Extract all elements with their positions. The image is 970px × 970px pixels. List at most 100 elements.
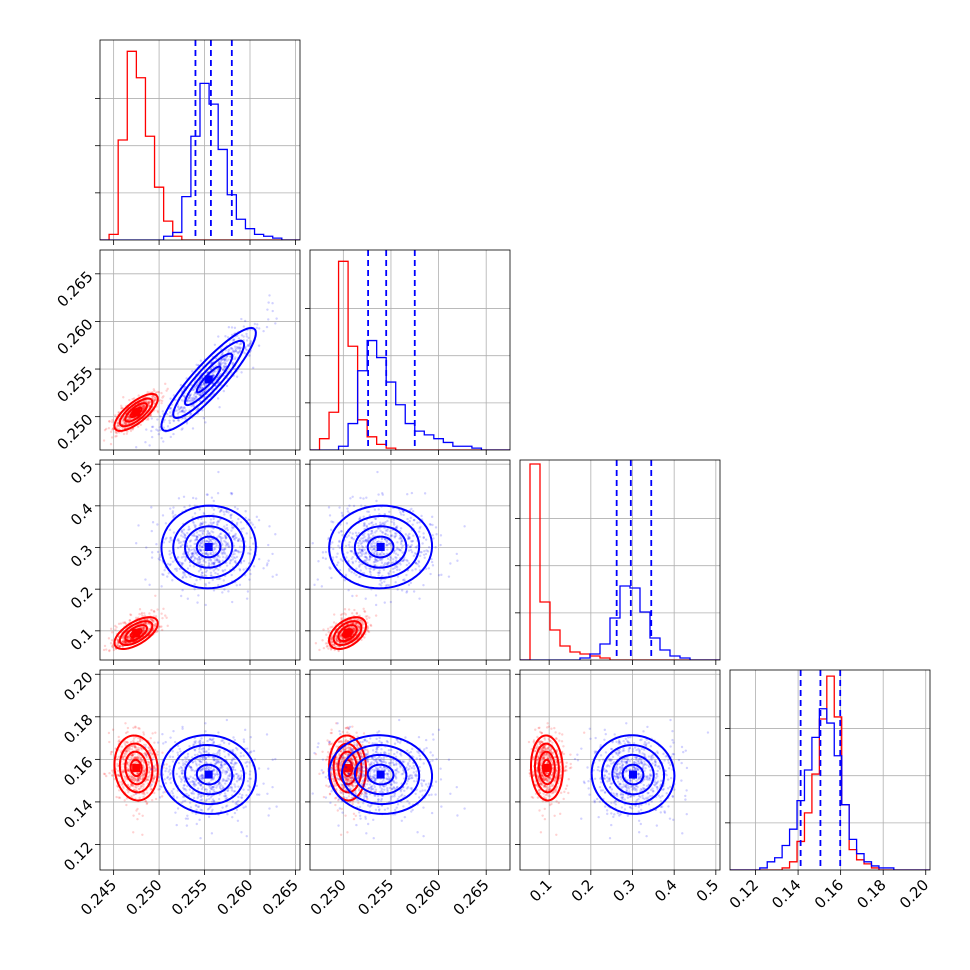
scatter-point-blue: [358, 518, 361, 521]
scatter-point-blue: [356, 552, 360, 555]
density-peak-red: [132, 408, 141, 417]
scatter-point-blue: [425, 549, 428, 552]
scatter-point-red: [347, 608, 351, 611]
scatter-point-red: [354, 622, 358, 625]
scatter-point-blue: [251, 523, 255, 526]
contour-red: [332, 620, 363, 647]
scatter-point-red: [132, 831, 135, 834]
scatter-point-red: [145, 778, 148, 781]
scatter-point-red: [337, 649, 340, 653]
scatter-point-blue: [370, 521, 374, 524]
scatter-point-blue: [422, 536, 425, 539]
scatter-point-blue: [229, 513, 232, 517]
scatter-point-red: [108, 649, 111, 653]
scatter-point-red: [126, 636, 130, 640]
scatter-point-blue: [210, 388, 214, 392]
scatter-point-blue: [185, 575, 188, 579]
scatter-point-blue: [348, 545, 351, 549]
scatter-point-blue: [376, 540, 379, 544]
scatter-point-blue: [213, 547, 217, 551]
scatter-point-blue: [373, 508, 377, 511]
scatter-point-blue: [403, 558, 406, 562]
scatter-point-blue: [361, 539, 365, 543]
contour-red: [113, 616, 159, 651]
scatter-point-blue: [187, 547, 191, 551]
scatter-point-blue: [347, 589, 350, 592]
scatter-point-red: [122, 419, 125, 422]
scatter-point-blue: [248, 545, 252, 549]
scatter-point-blue: [234, 347, 237, 351]
scatter-point-blue: [406, 534, 410, 537]
scatter-point-blue: [384, 538, 387, 541]
scatter-point-red: [134, 746, 137, 749]
scatter-point-blue: [192, 388, 195, 392]
scatter-point-blue: [169, 406, 172, 410]
scatter-point-blue: [359, 551, 362, 555]
scatter-point-blue: [225, 359, 229, 363]
scatter-point-blue: [188, 394, 192, 398]
scatter-point-blue: [302, 524, 304, 526]
scatter-point-red: [333, 613, 336, 616]
scatter-point-red: [138, 740, 142, 743]
scatter-point-blue: [313, 583, 316, 587]
scatter-point-red: [132, 776, 135, 780]
scatter-point-red: [125, 641, 129, 644]
scatter-point-blue: [180, 399, 184, 402]
scatter-point-blue: [180, 529, 184, 532]
scatter-point-blue: [234, 532, 237, 536]
scatter-point-red: [354, 622, 357, 625]
scatter-point-blue: [196, 535, 199, 539]
scatter-point-blue: [247, 336, 250, 340]
scatter-point-blue: [180, 534, 183, 537]
scatter-point-red: [119, 750, 123, 753]
scatter-point-blue: [421, 542, 424, 545]
scatter-point-red: [125, 797, 129, 800]
scatter-point-blue: [379, 529, 382, 533]
scatter-point-red: [128, 417, 131, 420]
scatter-point-blue: [224, 536, 227, 539]
scatter-point-blue: [192, 521, 195, 525]
scatter-point-blue: [331, 541, 334, 544]
scatter-point-blue: [179, 383, 183, 387]
scatter-point-blue: [200, 557, 204, 560]
scatter-point-blue: [391, 567, 395, 571]
scatter-point-blue: [355, 573, 358, 577]
contour-blue: [184, 525, 234, 569]
scatter-point-blue: [217, 519, 220, 523]
scatter-point-red: [129, 613, 133, 617]
scatter-point-red: [150, 619, 154, 622]
scatter-point-blue: [372, 523, 375, 527]
scatter-point-red: [116, 421, 119, 425]
scatter-point-red: [329, 640, 333, 643]
scatter-point-red: [131, 397, 134, 401]
scatter-point-red: [144, 799, 147, 803]
scatter-point-blue: [228, 348, 231, 351]
scatter-point-blue: [195, 578, 198, 582]
scatter-point-red: [121, 419, 125, 422]
scatter-point-blue: [205, 539, 208, 543]
scatter-point-blue: [406, 544, 410, 547]
scatter-point-blue: [199, 548, 203, 552]
scatter-point-blue: [176, 539, 179, 542]
scatter-point-blue: [395, 526, 398, 529]
scatter-point-blue: [178, 410, 181, 414]
scatter-point-blue: [202, 559, 205, 563]
scatter-point-red: [109, 752, 113, 756]
scatter-point-blue: [384, 520, 387, 524]
scatter-point-blue: [199, 386, 202, 389]
scatter-point-blue: [242, 335, 245, 338]
scatter-point-red: [374, 614, 378, 617]
scatter-point-blue: [360, 548, 363, 552]
scatter-point-blue: [380, 537, 384, 540]
scatter-point-red: [153, 623, 156, 626]
scatter-point-blue: [371, 544, 374, 548]
scatter-point-blue: [189, 412, 192, 416]
scatter-point-red: [327, 647, 330, 650]
scatter-point-blue: [182, 406, 186, 409]
scatter-point-blue: [209, 367, 213, 371]
scatter-point-blue: [368, 555, 372, 558]
scatter-point-red: [123, 799, 126, 802]
scatter-point-red: [135, 809, 138, 812]
scatter-point-blue: [199, 522, 202, 526]
scatter-point-blue: [202, 529, 206, 533]
